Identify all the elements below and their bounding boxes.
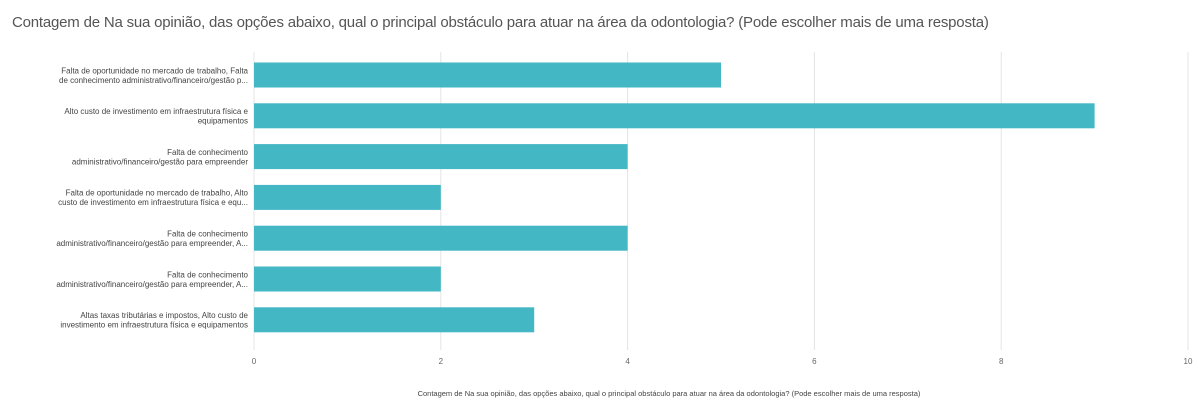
bar	[254, 266, 441, 292]
category-label: administrativo/financeiro/gestão para em…	[56, 239, 248, 248]
x-tick-label: 6	[812, 357, 817, 366]
category-label: de conhecimento administrativo/financeir…	[59, 76, 248, 85]
x-tick-label: 0	[252, 357, 257, 366]
category-label: custo de investimento em infraestrutura …	[58, 198, 248, 207]
bar	[254, 307, 535, 333]
category-label: equipamentos	[198, 117, 248, 126]
category-label: Falta de conhecimento	[167, 270, 248, 279]
x-tick-labels: 0 2 4 6 8 10	[252, 357, 1193, 366]
x-tick-label: 8	[999, 357, 1004, 366]
bar	[254, 225, 628, 251]
bar	[254, 184, 441, 210]
bar	[254, 144, 628, 170]
bar	[254, 62, 721, 88]
category-label: Falta de oportunidade no mercado de trab…	[66, 189, 249, 198]
category-label: Alto custo de investimento em infraestru…	[64, 107, 248, 116]
x-tick-label: 2	[439, 357, 444, 366]
category-label: Falta de conhecimento	[167, 148, 248, 157]
category-label: investimento em infraestrutura física e …	[60, 321, 248, 330]
category-label: Altas taxas tributárias e impostos, Alto…	[80, 311, 248, 320]
x-tick-label: 10	[1184, 357, 1193, 366]
category-labels: Falta de oportunidade no mercado de trab…	[56, 66, 248, 329]
x-axis-title: Contagem de Na sua opinião, das opções a…	[417, 389, 921, 398]
category-label: Falta de oportunidade no mercado de trab…	[61, 66, 248, 75]
category-label: Falta de conhecimento	[167, 229, 248, 238]
chart-title: Contagem de Na sua opinião, das opções a…	[12, 14, 989, 31]
category-label: administrativo/financeiro/gestão para em…	[56, 280, 248, 289]
bar	[254, 103, 1095, 129]
bars	[254, 62, 1095, 333]
category-label: administrativo/financeiro/gestão para em…	[72, 157, 248, 166]
x-tick-label: 4	[625, 357, 630, 366]
